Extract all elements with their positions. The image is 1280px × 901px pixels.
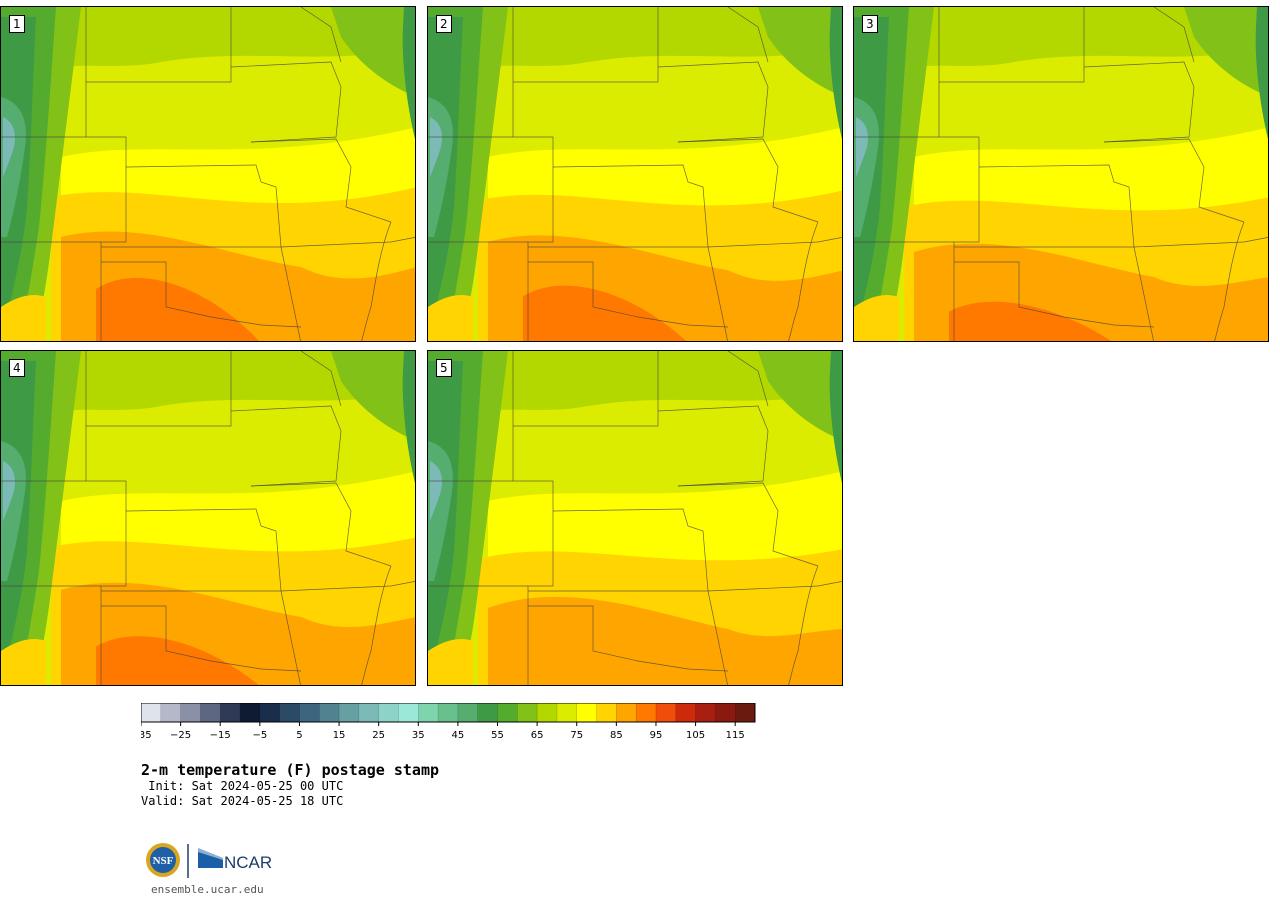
temperature-field	[428, 351, 842, 685]
valid-time: Valid: Sat 2024-05-25 18 UTC	[141, 794, 344, 808]
colorbar-bin	[517, 703, 538, 722]
colorbar-bin	[655, 703, 677, 722]
colorbar-tick-label: 115	[726, 730, 745, 741]
temperature-field	[854, 7, 1268, 341]
colorbar-bin	[735, 703, 756, 722]
colorbar-tick-label: −15	[210, 730, 231, 741]
nsf-logo: NSF	[146, 843, 180, 877]
colorbar-bin	[200, 703, 221, 722]
colorbar-bin	[358, 703, 380, 722]
colorbar-bin	[259, 703, 281, 722]
colorbar-bin	[180, 703, 201, 722]
colorbar-tick-label: −25	[170, 730, 191, 741]
nsf-text: NSF	[153, 855, 174, 867]
colorbar-tick-label: 5	[296, 730, 302, 741]
colorbar-bin	[695, 703, 716, 722]
member-label: 1	[9, 15, 25, 33]
map-panel-2: 2	[427, 6, 843, 342]
map-panel-1: 1	[0, 6, 416, 342]
colorbar-bin	[715, 703, 736, 722]
colorbar-bin	[418, 703, 439, 722]
colorbar-bin	[636, 703, 657, 722]
colorbar-bin	[339, 703, 360, 722]
colorbar-tick-label: −35	[141, 730, 152, 741]
colorbar-bin	[319, 703, 340, 722]
colorbar-bin	[616, 703, 637, 722]
temperature-field	[1, 351, 415, 685]
temperature-field	[1, 7, 415, 341]
colorbar-tick-label: 35	[412, 730, 425, 741]
colorbar-tick-label: 75	[570, 730, 583, 741]
colorbar-bin	[438, 703, 459, 722]
colorbar-bin	[398, 703, 419, 722]
colorbar-tick-label: 95	[650, 730, 663, 741]
colorbar-tick-label: 15	[333, 730, 346, 741]
colorbar-tick-label: −5	[252, 730, 267, 741]
colorbar-bin	[497, 703, 518, 722]
member-label: 5	[436, 359, 452, 377]
colorbar-tick-label: 105	[686, 730, 705, 741]
colorbar-bin	[477, 703, 498, 722]
colorbar-bin	[240, 703, 261, 722]
colorbar-bin	[378, 703, 399, 722]
colorbar-bin	[279, 703, 300, 722]
colorbar-bin	[141, 703, 162, 722]
colorbar-tick-label: 85	[610, 730, 623, 741]
map-panel-4: 4	[0, 350, 416, 686]
colorbar-tick-label: 65	[531, 730, 544, 741]
colorbar-bin	[299, 703, 320, 722]
map-panel-5: 5	[427, 350, 843, 686]
colorbar-bin	[160, 703, 182, 722]
colorbar-tick-label: 45	[452, 730, 465, 741]
colorbar-bin	[675, 703, 696, 722]
colorbar-bin	[537, 703, 558, 722]
logo-group: NSF NCAR	[143, 842, 278, 882]
ncar-logo: NCAR	[198, 848, 272, 872]
temperature-field	[428, 7, 842, 341]
ncar-text: NCAR	[224, 853, 272, 872]
colorbar: −35 −25 −15 −5 5 15 25 35 45 55 65 75 85 95 105 115	[141, 703, 756, 741]
figure-title: 2-m temperature (F) postage stamp	[141, 761, 440, 779]
colorbar-tick-label: 55	[491, 730, 504, 741]
member-label: 2	[436, 15, 452, 33]
member-label: 3	[862, 15, 878, 33]
member-label: 4	[9, 359, 25, 377]
colorbar-tick-label: 25	[372, 730, 385, 741]
map-panel-3: 3	[853, 6, 1269, 342]
site-url: ensemble.ucar.edu	[151, 883, 264, 896]
colorbar-bin	[220, 703, 241, 722]
nsf-ncar-logo: NSF NCAR	[146, 843, 272, 878]
colorbar-bin	[457, 703, 479, 722]
colorbar-bin	[596, 703, 617, 722]
colorbar-bin	[556, 703, 578, 722]
colorbar-bin	[576, 703, 597, 722]
init-time: Init: Sat 2024-05-25 00 UTC	[141, 779, 344, 793]
